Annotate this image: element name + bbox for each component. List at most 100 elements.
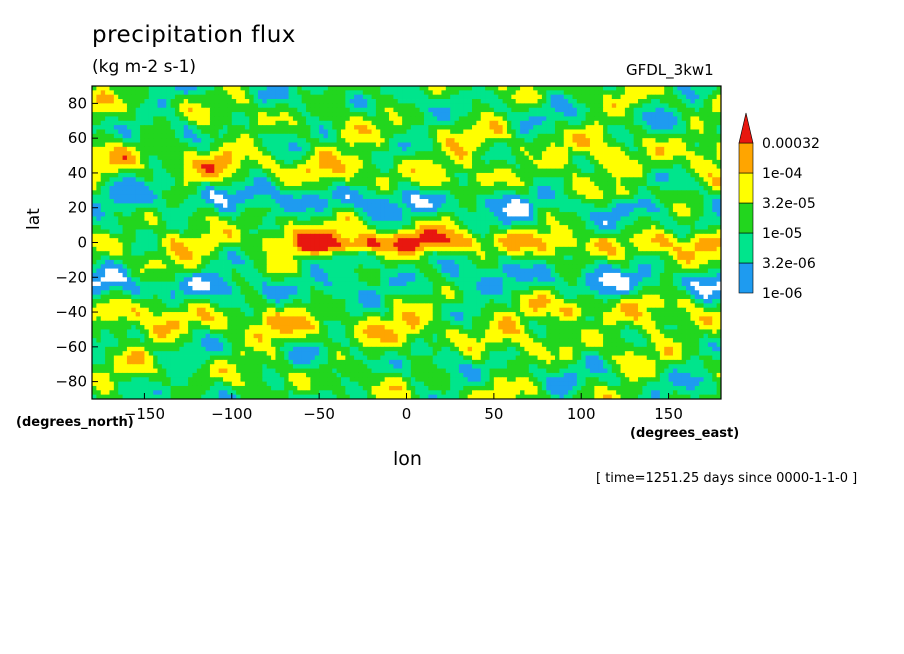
field-cell	[659, 146, 665, 152]
field-cell	[423, 90, 429, 96]
field-cell	[611, 177, 617, 183]
field-cell	[454, 177, 460, 183]
field-cell	[467, 216, 473, 222]
field-cell	[288, 181, 294, 187]
field-cell	[135, 225, 141, 230]
field-cell	[96, 233, 102, 239]
field-cell	[568, 216, 573, 222]
field-cell	[594, 155, 600, 161]
field-cell	[96, 120, 102, 126]
field-cell	[694, 212, 700, 217]
field-cell	[349, 212, 355, 217]
field-cell	[677, 146, 683, 152]
field-cell	[354, 142, 359, 148]
field-cell	[572, 142, 578, 148]
field-cell	[196, 90, 202, 96]
field-cell	[209, 138, 215, 143]
field-cell	[594, 199, 600, 204]
field-cell	[301, 203, 307, 209]
field-cell	[659, 181, 665, 187]
field-cell	[638, 90, 643, 96]
field-cell	[249, 225, 255, 230]
field-cell	[319, 112, 324, 117]
field-cell	[506, 125, 512, 130]
field-cell	[603, 220, 608, 226]
field-cell	[297, 181, 303, 187]
field-cell	[105, 159, 110, 165]
field-cell	[144, 216, 150, 222]
field-cell	[148, 155, 154, 161]
field-cell	[223, 155, 228, 161]
field-cell	[306, 112, 311, 117]
field-cell	[563, 168, 569, 174]
field-cell	[284, 181, 289, 187]
field-cell	[467, 203, 473, 209]
field-cell	[598, 86, 604, 91]
field-cell	[450, 107, 455, 113]
field-cell	[157, 199, 163, 204]
field-cell	[244, 177, 250, 183]
field-cell	[419, 181, 425, 187]
field-cell	[340, 225, 346, 230]
field-cell	[218, 103, 224, 109]
field-cell	[620, 212, 626, 217]
field-cell	[450, 120, 455, 126]
field-cell	[109, 185, 115, 191]
field-cell	[161, 138, 167, 143]
field-cell	[358, 86, 364, 91]
field-cell	[659, 112, 665, 117]
field-cell	[148, 142, 154, 148]
field-cell	[616, 90, 621, 96]
field-cell	[166, 155, 172, 161]
field-cell	[284, 86, 289, 91]
field-cell	[380, 155, 386, 161]
field-cell	[423, 155, 429, 161]
field-cell	[541, 99, 547, 104]
field-cell	[415, 190, 421, 196]
field-cell	[524, 199, 530, 204]
field-cell	[144, 129, 150, 135]
field-cell	[598, 212, 604, 217]
field-cell	[415, 229, 421, 235]
field-cell	[92, 168, 97, 174]
field-cell	[319, 155, 324, 161]
field-cell	[244, 216, 250, 222]
field-cell	[546, 190, 552, 196]
field-cell	[375, 229, 381, 235]
field-cell	[559, 181, 565, 187]
field-cell	[659, 90, 665, 96]
field-cell	[179, 86, 185, 91]
field-cell	[345, 125, 351, 130]
field-cell	[380, 233, 386, 239]
field-cell	[568, 120, 573, 126]
field-cell	[467, 138, 473, 143]
field-cell	[620, 133, 626, 139]
field-cell	[638, 155, 643, 161]
field-cell	[227, 159, 233, 165]
field-cell	[716, 164, 721, 169]
field-cell	[236, 216, 241, 222]
field-cell	[170, 225, 176, 230]
field-cell	[96, 151, 102, 156]
field-cell	[306, 194, 311, 200]
field-cell	[699, 151, 704, 156]
field-cell	[646, 185, 652, 191]
field-cell	[319, 181, 324, 187]
field-cell	[555, 103, 560, 109]
field-cell	[472, 159, 477, 165]
field-cell	[476, 112, 482, 117]
field-cell	[192, 194, 198, 200]
field-cell	[249, 146, 255, 152]
field-cell	[576, 199, 582, 204]
field-cell	[332, 185, 338, 191]
field-cell	[174, 185, 180, 191]
field-cell	[118, 207, 123, 213]
field-cell	[349, 168, 355, 174]
field-cell	[310, 112, 316, 117]
field-cell	[271, 112, 276, 117]
field-cell	[533, 94, 538, 100]
field-cell	[672, 103, 678, 109]
field-cell	[555, 133, 560, 139]
field-cell	[463, 181, 469, 187]
field-cell	[205, 194, 211, 200]
